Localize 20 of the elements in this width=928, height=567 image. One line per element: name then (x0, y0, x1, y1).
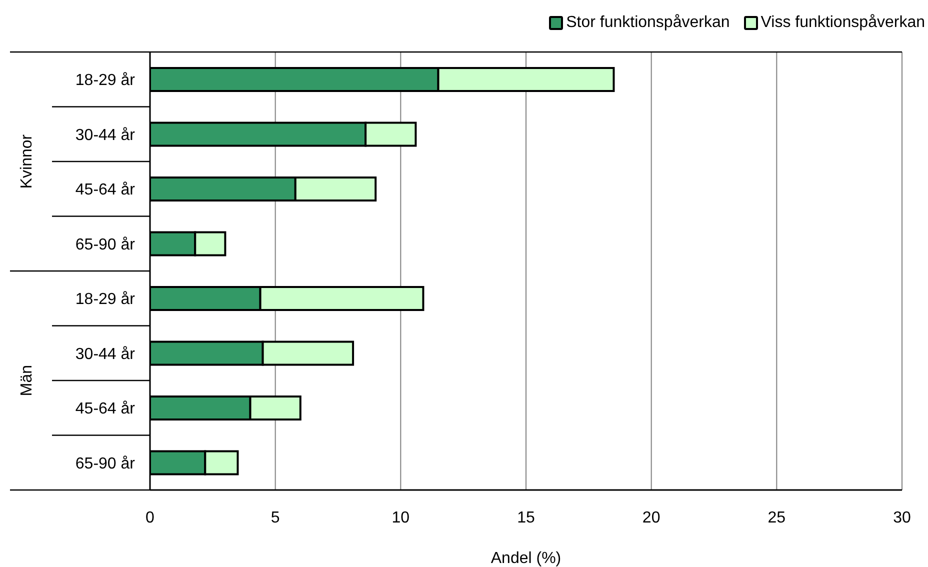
y-tick-label: 65-90 år (75, 455, 136, 472)
legend-label: Viss funktionspåverkan (760, 14, 925, 32)
x-tick-label: 30 (893, 509, 911, 526)
x-tick-label: 15 (517, 509, 535, 526)
y-tick-label: 18-29 år (75, 291, 136, 308)
x-tick-label: 25 (768, 509, 786, 526)
x-axis-title: Andel (%) (490, 550, 562, 567)
x-tick-label: 5 (270, 509, 280, 526)
legend-label: Stor funktionspåverkan (566, 14, 730, 32)
y-tick-label: 30-44 år (75, 346, 136, 363)
text: Kvinnor (18, 134, 36, 189)
y-tick-label: 18-29 år (75, 72, 136, 90)
y-tick-label: 45-64 år (75, 400, 136, 418)
x-tick-label: 20 (642, 509, 660, 526)
y-tick-label: 45-64 år (75, 182, 136, 199)
text: Män (18, 364, 36, 396)
x-tick-label: 0 (146, 509, 155, 526)
y-tick-label: 65-90 år (75, 236, 136, 254)
x-tick-label: 10 (392, 509, 410, 526)
y-tick-label: 30-44 år (75, 126, 136, 144)
